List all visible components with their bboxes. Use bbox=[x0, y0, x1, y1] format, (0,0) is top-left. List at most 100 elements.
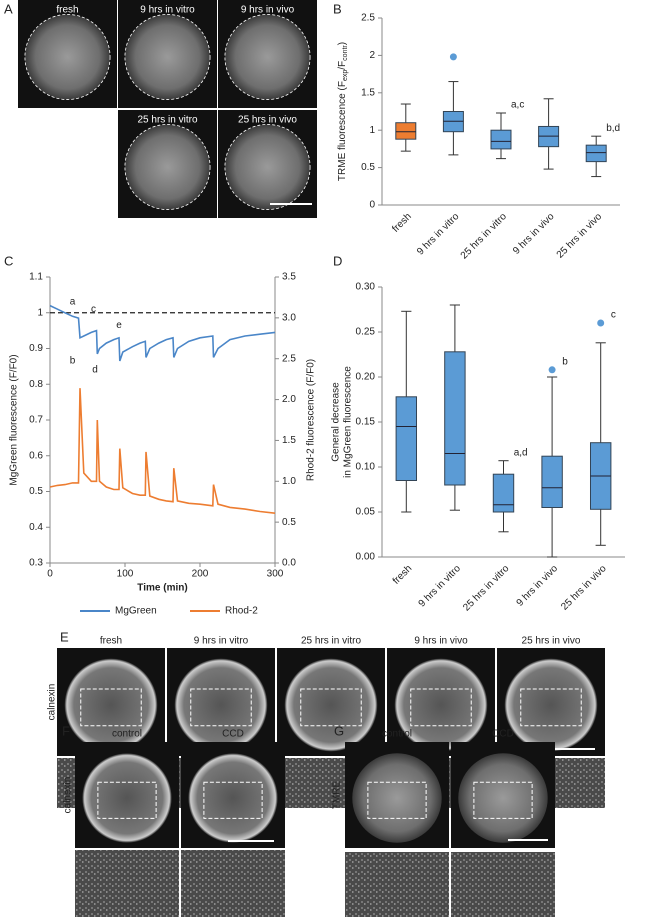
y-axis-label-part: exp bbox=[342, 70, 349, 81]
zoom-region bbox=[520, 688, 582, 727]
y-tick-label: 1.5 bbox=[282, 435, 296, 446]
panel-label: G bbox=[334, 723, 344, 738]
y-tick-label: 0.4 bbox=[29, 522, 43, 533]
y-tick-label: 0.6 bbox=[29, 450, 43, 461]
y-tick-label: 0.05 bbox=[356, 507, 376, 518]
cell-image bbox=[458, 753, 548, 843]
y-axis-label: MgGreen fluorescence (F/F0) bbox=[9, 354, 20, 485]
outlier bbox=[449, 53, 457, 61]
x-tick-label: 100 bbox=[117, 569, 134, 580]
y-tick-label: 3.0 bbox=[282, 312, 296, 323]
annotation: a,d bbox=[514, 447, 528, 458]
image-caption: 25 hrs in vivo bbox=[522, 636, 581, 647]
annotation: b bbox=[70, 356, 76, 367]
cell-image bbox=[124, 14, 211, 100]
box bbox=[444, 351, 466, 486]
side-label: calnexin bbox=[47, 684, 58, 721]
x-tick-label: 9 hrs in vivo bbox=[515, 563, 561, 609]
zoom-region bbox=[203, 781, 263, 819]
y-axis-label-part: ) bbox=[337, 42, 348, 45]
box bbox=[492, 473, 515, 513]
y-tick-label: 0.5 bbox=[29, 486, 43, 497]
image-caption: 9 hrs in vivo bbox=[241, 5, 295, 16]
panel-label: E bbox=[60, 629, 69, 644]
image-caption: 25 hrs in vitro bbox=[137, 115, 197, 126]
x-tick-label: 0 bbox=[47, 569, 53, 580]
y-tick-label: 0.10 bbox=[356, 462, 376, 473]
x-tick-label: 200 bbox=[192, 569, 209, 580]
x-tick-label: 25 hrs in vivo bbox=[559, 563, 609, 613]
outline-circle bbox=[224, 14, 311, 100]
cell-image bbox=[504, 658, 598, 752]
outline-circle bbox=[24, 14, 111, 100]
image-caption: control bbox=[112, 729, 142, 740]
zoom-image bbox=[451, 852, 555, 917]
y-axis-label-part: TRME fluorescence (F bbox=[337, 81, 348, 181]
y-tick-label: 0.5 bbox=[282, 517, 296, 528]
box bbox=[395, 396, 418, 481]
zoom-region bbox=[300, 688, 362, 727]
annotation: b,d bbox=[606, 123, 620, 134]
annotation: b bbox=[562, 356, 568, 367]
outlier bbox=[548, 366, 556, 374]
cell-image bbox=[174, 658, 268, 752]
cell-image bbox=[352, 753, 442, 843]
y2-axis-label: Rhod-2 fluorescence (F/F0) bbox=[306, 359, 317, 481]
panel-label: A bbox=[4, 1, 13, 16]
zoom-region bbox=[410, 688, 472, 727]
annotation: a,c bbox=[511, 100, 524, 111]
outlier bbox=[597, 319, 605, 327]
outline-circle bbox=[124, 124, 211, 210]
y-tick-label: 1.1 bbox=[29, 272, 43, 283]
image-caption: control bbox=[382, 729, 412, 740]
cell-image bbox=[224, 14, 311, 100]
x-tick-label: 25 hrs in vitro bbox=[461, 563, 512, 614]
zoom-region bbox=[80, 688, 142, 727]
y-tick-label: 0.8 bbox=[29, 379, 43, 390]
zoom-image bbox=[345, 852, 449, 917]
cell-image bbox=[284, 658, 378, 752]
image-caption: 25 hrs in vivo bbox=[238, 115, 297, 126]
zoom-region bbox=[473, 781, 533, 819]
panel-label: D bbox=[333, 253, 342, 268]
y-tick-label: 0.9 bbox=[29, 343, 43, 354]
y-tick-label: 2.5 bbox=[361, 13, 375, 24]
panel-label: C bbox=[4, 253, 13, 268]
y-tick-label: 1 bbox=[369, 125, 375, 136]
legend-label: MgGreen bbox=[115, 606, 157, 617]
image-caption: 9 hrs in vivo bbox=[414, 636, 468, 647]
x-tick-label: 25 hrs in vivo bbox=[555, 211, 605, 261]
y-tick-label: 0.20 bbox=[356, 372, 376, 383]
cell-image bbox=[124, 124, 211, 210]
y-tick-label: 2.0 bbox=[282, 394, 296, 405]
panel-label: B bbox=[333, 1, 342, 16]
y-tick-label: 3.5 bbox=[282, 272, 296, 283]
side-label: TMRE bbox=[332, 781, 343, 810]
cell-image bbox=[224, 124, 311, 210]
x-tick-label: 9 hrs in vitro bbox=[415, 211, 462, 258]
outline-circle bbox=[124, 14, 211, 100]
image-caption: CCD bbox=[222, 729, 244, 740]
image-caption: CCD bbox=[492, 729, 514, 740]
zoom-region bbox=[367, 781, 427, 819]
side-label: calnexin bbox=[63, 777, 74, 814]
y-tick-label: 2.5 bbox=[282, 353, 296, 364]
x-tick-label: 25 hrs in vitro bbox=[459, 211, 510, 262]
y-axis-label: in MgGreen fluorescence bbox=[343, 366, 354, 478]
cell-image bbox=[64, 658, 158, 752]
y-tick-label: 0.7 bbox=[29, 415, 43, 426]
zoom-region bbox=[190, 688, 252, 727]
y-axis-label-part: contr bbox=[342, 45, 349, 61]
annotation: c bbox=[91, 304, 96, 315]
cell-image bbox=[188, 753, 278, 843]
x-tick-label: 300 bbox=[267, 569, 284, 580]
x-tick-label: fresh bbox=[390, 211, 414, 235]
box bbox=[490, 129, 512, 150]
box bbox=[585, 144, 607, 163]
x-tick-label: 9 hrs in vivo bbox=[511, 211, 557, 257]
legend-label: Rhod-2 bbox=[225, 606, 258, 617]
box bbox=[395, 122, 417, 140]
image-caption: 9 hrs in vitro bbox=[140, 5, 195, 16]
cell-image bbox=[24, 14, 111, 100]
